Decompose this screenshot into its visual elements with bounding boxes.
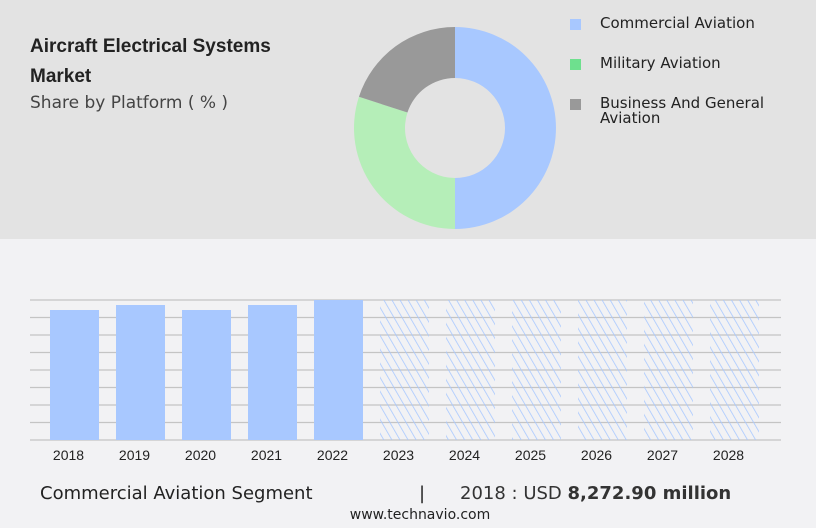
- donut-slice: [353, 96, 455, 230]
- legend-swatch: [570, 59, 581, 70]
- bar-2026: [578, 300, 627, 440]
- segment-label: Commercial Aviation Segment: [40, 483, 313, 504]
- legend-label: Business And General Aviation: [600, 94, 765, 127]
- page-subtitle: Share by Platform ( % ): [30, 93, 229, 113]
- footer-divider: |: [419, 483, 426, 504]
- bar-2020: [182, 309, 231, 440]
- legend-swatch: [570, 19, 581, 30]
- legend-label: Military Aviation: [600, 54, 721, 72]
- x-tick-label: 2026: [581, 447, 612, 463]
- donut-slice: [455, 27, 556, 229]
- x-tick-label: 2019: [119, 447, 150, 463]
- bar-2018: [50, 309, 99, 440]
- legend-item: Military Aviation: [570, 54, 810, 94]
- bar-2024: [446, 300, 495, 440]
- donut-chart: [353, 27, 556, 230]
- bar-2025: [512, 300, 561, 440]
- legend-item: Commercial Aviation: [570, 14, 810, 54]
- bar-2023: [380, 300, 429, 440]
- x-tick-label: 2021: [251, 447, 282, 463]
- year-label: 2018 : USD: [460, 483, 562, 504]
- x-tick-label: 2024: [449, 447, 480, 463]
- x-tick-label: 2022: [317, 447, 348, 463]
- legend: Commercial Aviation Military Aviation Bu…: [570, 14, 810, 134]
- x-tick-label: 2020: [185, 447, 216, 463]
- x-tick-label: 2025: [515, 447, 546, 463]
- bar-2021: [248, 304, 297, 440]
- x-tick-label: 2028: [713, 447, 744, 463]
- source-url: www.technavio.com: [349, 507, 491, 523]
- donut-slice: [358, 27, 455, 113]
- bar-2022: [314, 300, 363, 440]
- x-tick-label: 2018: [53, 447, 84, 463]
- page-title: Aircraft Electrical Systems Market: [30, 36, 271, 87]
- bar-2028: [710, 300, 759, 440]
- legend-swatch: [570, 99, 581, 110]
- bar-2019: [116, 304, 165, 440]
- x-tick-label: 2027: [647, 447, 678, 463]
- bar-2027: [644, 300, 693, 440]
- legend-item: Business And General Aviation: [570, 94, 810, 134]
- legend-label: Commercial Aviation: [600, 14, 755, 32]
- segment-value: 8,272.90 million: [567, 483, 732, 504]
- x-tick-label: 2023: [383, 447, 414, 463]
